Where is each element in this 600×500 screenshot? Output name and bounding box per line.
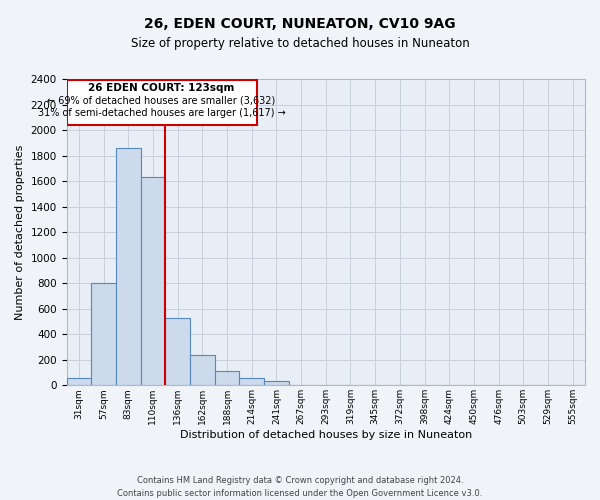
Y-axis label: Number of detached properties: Number of detached properties [15, 144, 25, 320]
Bar [67, 378, 91, 386]
Text: 26 EDEN COURT: 123sqm: 26 EDEN COURT: 123sqm [88, 83, 235, 93]
Bar [116, 148, 140, 386]
Bar [140, 176, 165, 386]
Bar [190, 356, 215, 386]
Bar [264, 381, 289, 386]
X-axis label: Distribution of detached houses by size in Nuneaton: Distribution of detached houses by size … [179, 430, 472, 440]
Bar [67, 80, 257, 125]
Text: Contains public sector information licensed under the Open Government Licence v3: Contains public sector information licen… [118, 489, 482, 498]
Text: 26, EDEN COURT, NUNEATON, CV10 9AG: 26, EDEN COURT, NUNEATON, CV10 9AG [144, 18, 456, 32]
Text: Size of property relative to detached houses in Nuneaton: Size of property relative to detached ho… [131, 38, 469, 51]
Bar [215, 372, 239, 386]
Text: Contains HM Land Registry data © Crown copyright and database right 2024.: Contains HM Land Registry data © Crown c… [137, 476, 463, 485]
Bar [239, 378, 264, 386]
Text: ← 69% of detached houses are smaller (3,632): ← 69% of detached houses are smaller (3,… [47, 96, 276, 106]
Bar [91, 283, 116, 386]
Text: 31% of semi-detached houses are larger (1,617) →: 31% of semi-detached houses are larger (… [38, 108, 286, 118]
Bar [165, 318, 190, 386]
